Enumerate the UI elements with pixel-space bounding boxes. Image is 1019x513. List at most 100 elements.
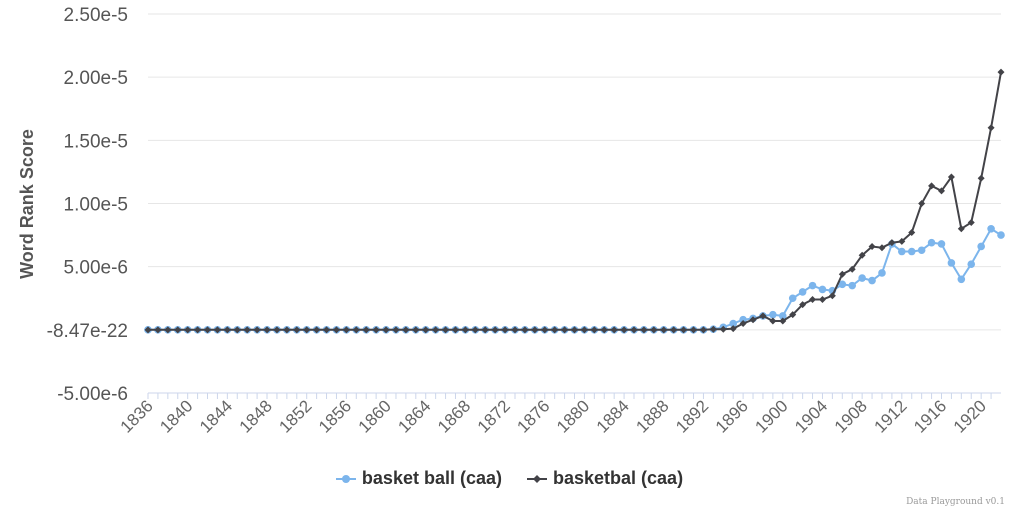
data-point[interactable] xyxy=(709,325,717,333)
data-point[interactable] xyxy=(521,326,529,334)
data-point[interactable] xyxy=(670,326,678,334)
data-point[interactable] xyxy=(313,326,321,334)
data-point[interactable] xyxy=(461,326,469,334)
data-point[interactable] xyxy=(412,326,420,334)
data-point[interactable] xyxy=(213,326,221,334)
data-point[interactable] xyxy=(372,326,380,334)
data-point[interactable] xyxy=(729,325,737,333)
data-point[interactable] xyxy=(838,270,846,278)
data-point[interactable] xyxy=(908,229,916,237)
data-point[interactable] xyxy=(164,326,172,334)
data-point[interactable] xyxy=(769,310,777,319)
data-point[interactable] xyxy=(957,275,966,284)
data-point[interactable] xyxy=(471,326,479,334)
data-point[interactable] xyxy=(243,326,251,334)
data-point[interactable] xyxy=(690,326,698,334)
data-point[interactable] xyxy=(422,326,430,334)
data-point[interactable] xyxy=(194,326,202,334)
data-point[interactable] xyxy=(650,326,658,334)
data-point[interactable] xyxy=(778,312,787,320)
data-point[interactable] xyxy=(749,316,757,324)
data-point[interactable] xyxy=(838,280,847,289)
data-point[interactable] xyxy=(303,326,311,334)
data-point[interactable] xyxy=(937,240,946,248)
data-point[interactable] xyxy=(600,326,608,334)
data-point[interactable] xyxy=(848,265,856,273)
data-point[interactable] xyxy=(997,68,1005,76)
data-point[interactable] xyxy=(779,317,787,325)
data-point[interactable] xyxy=(432,326,440,334)
data-point[interactable] xyxy=(451,326,459,334)
data-point[interactable] xyxy=(332,326,340,334)
data-point[interactable] xyxy=(719,325,727,333)
data-point[interactable] xyxy=(352,326,360,334)
data-point[interactable] xyxy=(858,251,866,259)
data-point[interactable] xyxy=(918,200,926,207)
data-point[interactable] xyxy=(977,174,985,182)
data-point[interactable] xyxy=(323,326,331,334)
data-point[interactable] xyxy=(154,326,162,334)
data-point[interactable] xyxy=(828,292,836,300)
data-point[interactable] xyxy=(898,237,906,245)
data-point[interactable] xyxy=(184,326,192,334)
data-point[interactable] xyxy=(788,294,797,303)
data-point[interactable] xyxy=(818,285,827,294)
data-point[interactable] xyxy=(868,276,876,285)
data-point[interactable] xyxy=(541,326,549,334)
legend-item-basket-ball[interactable]: basket ball (caa) xyxy=(335,468,502,489)
data-point[interactable] xyxy=(620,326,628,334)
data-point[interactable] xyxy=(253,326,261,334)
data-point[interactable] xyxy=(898,247,906,256)
data-point[interactable] xyxy=(987,124,995,132)
data-point[interactable] xyxy=(481,326,489,334)
data-point[interactable] xyxy=(223,326,231,334)
data-point[interactable] xyxy=(571,326,578,334)
data-point[interactable] xyxy=(759,312,767,320)
data-point[interactable] xyxy=(342,326,350,334)
data-point[interactable] xyxy=(699,326,707,334)
data-point[interactable] xyxy=(491,326,499,334)
data-point[interactable] xyxy=(739,320,747,328)
data-point[interactable] xyxy=(442,326,450,334)
data-point[interactable] xyxy=(927,238,936,247)
data-point[interactable] xyxy=(392,326,400,334)
data-point[interactable] xyxy=(273,326,281,334)
data-point[interactable] xyxy=(769,317,777,325)
data-point[interactable] xyxy=(858,274,866,282)
data-point[interactable] xyxy=(878,269,886,277)
data-point[interactable] xyxy=(937,187,945,195)
data-point[interactable] xyxy=(997,231,1005,239)
data-point[interactable] xyxy=(551,326,559,334)
data-point[interactable] xyxy=(590,326,598,334)
data-point[interactable] xyxy=(967,260,976,268)
data-point[interactable] xyxy=(977,242,985,251)
data-point[interactable] xyxy=(680,326,688,334)
data-point[interactable] xyxy=(402,326,410,334)
data-point[interactable] xyxy=(868,242,876,250)
data-point[interactable] xyxy=(263,326,271,334)
data-point[interactable] xyxy=(610,326,618,334)
data-point[interactable] xyxy=(382,326,390,334)
data-point[interactable] xyxy=(808,281,817,290)
data-point[interactable] xyxy=(144,326,152,334)
data-point[interactable] xyxy=(501,326,509,334)
data-point[interactable] xyxy=(957,225,965,233)
data-point[interactable] xyxy=(233,326,241,334)
data-point[interactable] xyxy=(283,326,291,334)
data-point[interactable] xyxy=(917,246,926,255)
data-point[interactable] xyxy=(660,326,668,334)
data-point[interactable] xyxy=(640,326,648,334)
data-point[interactable] xyxy=(362,326,370,334)
data-point[interactable] xyxy=(809,296,817,304)
data-point[interactable] xyxy=(928,182,936,190)
data-point[interactable] xyxy=(848,281,857,290)
data-point[interactable] xyxy=(561,326,569,334)
data-point[interactable] xyxy=(729,319,737,328)
data-point[interactable] xyxy=(789,311,797,319)
data-point[interactable] xyxy=(947,259,956,267)
data-point[interactable] xyxy=(174,326,182,334)
data-point[interactable] xyxy=(907,247,916,256)
data-point[interactable] xyxy=(947,173,955,181)
data-point[interactable] xyxy=(878,244,886,252)
data-point[interactable] xyxy=(531,326,539,334)
